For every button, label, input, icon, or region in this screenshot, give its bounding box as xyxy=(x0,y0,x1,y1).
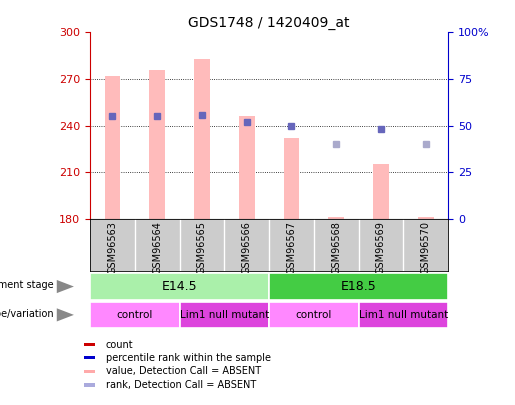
Text: value, Detection Call = ABSENT: value, Detection Call = ABSENT xyxy=(106,366,261,376)
Text: GSM96564: GSM96564 xyxy=(152,221,162,274)
Bar xyxy=(269,273,448,300)
Bar xyxy=(90,273,269,300)
Bar xyxy=(83,343,95,346)
Text: GSM96566: GSM96566 xyxy=(242,221,252,274)
Text: E18.5: E18.5 xyxy=(341,280,376,293)
Bar xyxy=(269,302,358,328)
Text: count: count xyxy=(106,340,133,350)
Bar xyxy=(83,383,95,387)
Text: GSM96563: GSM96563 xyxy=(108,221,117,274)
Text: GSM96570: GSM96570 xyxy=(421,221,431,274)
Text: GSM96565: GSM96565 xyxy=(197,221,207,274)
Text: GSM96569: GSM96569 xyxy=(376,221,386,274)
Text: rank, Detection Call = ABSENT: rank, Detection Call = ABSENT xyxy=(106,380,256,390)
Bar xyxy=(149,70,165,219)
Bar xyxy=(284,138,299,219)
Text: GSM96568: GSM96568 xyxy=(331,221,341,274)
Bar xyxy=(358,302,448,328)
Text: genotype/variation: genotype/variation xyxy=(0,309,54,319)
Text: GSM96567: GSM96567 xyxy=(286,221,297,274)
Bar xyxy=(83,356,95,359)
Polygon shape xyxy=(57,280,74,293)
Bar xyxy=(373,164,389,219)
Bar xyxy=(194,59,210,219)
Title: GDS1748 / 1420409_at: GDS1748 / 1420409_at xyxy=(188,16,350,30)
Text: control: control xyxy=(296,310,332,320)
Polygon shape xyxy=(57,308,74,322)
Text: E14.5: E14.5 xyxy=(162,280,197,293)
Bar xyxy=(90,302,180,328)
Bar xyxy=(83,370,95,373)
Text: Lim1 null mutant: Lim1 null mutant xyxy=(358,310,448,320)
Bar xyxy=(105,76,121,219)
Bar xyxy=(329,217,344,219)
Bar xyxy=(418,217,434,219)
Text: control: control xyxy=(117,310,153,320)
Text: development stage: development stage xyxy=(0,280,54,290)
Text: Lim1 null mutant: Lim1 null mutant xyxy=(180,310,269,320)
Bar xyxy=(180,302,269,328)
Text: percentile rank within the sample: percentile rank within the sample xyxy=(106,353,270,363)
Bar xyxy=(239,116,254,219)
